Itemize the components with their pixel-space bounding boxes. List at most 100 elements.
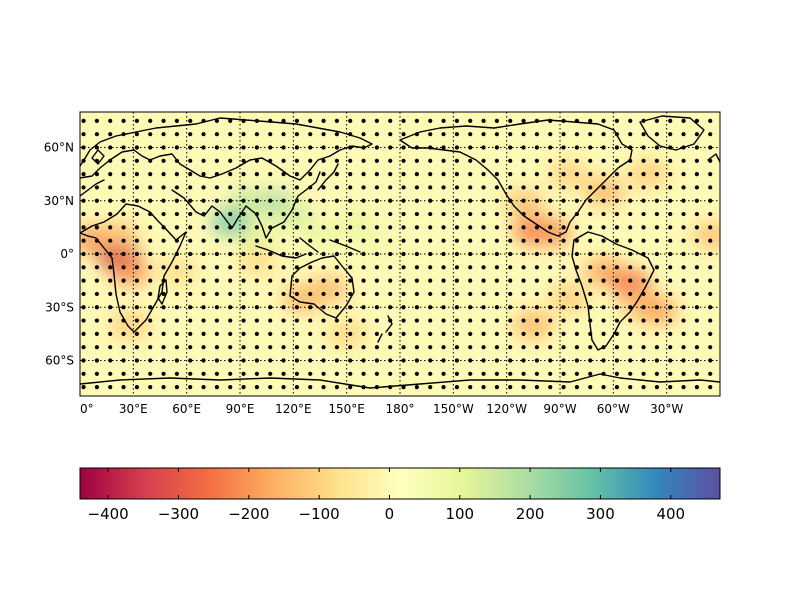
stipple-dot — [468, 385, 473, 390]
stipple-dot — [668, 385, 673, 390]
stipple-dot — [174, 238, 179, 243]
stipple-dot — [508, 172, 513, 177]
stipple-dot — [481, 225, 486, 230]
stipple-dot — [508, 198, 513, 203]
stipple-dot — [454, 278, 459, 283]
stipple-dot — [188, 132, 193, 137]
stipple-dot — [108, 225, 113, 230]
stipple-dot — [508, 185, 513, 190]
stipple-dot — [668, 185, 673, 190]
stipple-dot — [628, 238, 633, 243]
stipple-dot — [148, 132, 153, 137]
anomaly-region — [157, 257, 198, 286]
stipple-dot — [654, 278, 659, 283]
colorbar-tick-label: −400 — [88, 505, 129, 523]
stipple-dot — [628, 331, 633, 336]
stipple-dot — [454, 251, 459, 257]
stipple-dot — [481, 331, 486, 336]
stipple-dot — [214, 305, 219, 310]
stipple-dot — [601, 278, 606, 283]
stipple-dot — [134, 318, 139, 323]
stipple-dot — [681, 251, 686, 257]
map-panel: 60°N 30°N 0° 30°S 60°S 0° 30°E 60°E 90°E 120°E 15… — [44, 111, 721, 416]
stipple-dot — [508, 211, 513, 217]
stipple-dot — [361, 172, 366, 177]
stipple-dot — [628, 132, 633, 137]
stipple-dot — [268, 225, 273, 230]
stipple-dot — [534, 331, 539, 336]
stipple-dot — [268, 198, 273, 203]
stipple-dot — [534, 211, 539, 217]
stipple-dot — [441, 371, 446, 376]
stipple-dot — [361, 265, 366, 270]
stipple-dot — [548, 305, 553, 310]
stipple-dot — [81, 132, 86, 137]
stipple-dot — [161, 172, 166, 177]
stipple-dot — [348, 132, 353, 137]
stipple-dot — [161, 251, 166, 257]
colorbar-gradient — [79, 467, 721, 500]
stipple-dot — [708, 278, 713, 283]
stipple-dot — [641, 145, 646, 150]
stipple-dot — [134, 185, 139, 190]
stipple-dot — [308, 371, 313, 376]
stipple-dot — [188, 158, 193, 163]
stipple-dot — [614, 238, 619, 243]
stipple-dot — [561, 185, 566, 190]
stipple-dot — [281, 158, 286, 163]
stipple-dot — [601, 158, 606, 163]
stipple-dot — [614, 185, 619, 190]
stipple-dot — [454, 345, 459, 350]
stipple-dot — [161, 238, 166, 243]
stipple-dot — [468, 251, 473, 257]
stipple-dot — [668, 158, 673, 163]
stipple-dot — [148, 211, 153, 217]
stipple-dot — [321, 318, 326, 323]
stipple-dot — [641, 318, 646, 323]
stipple-dot — [708, 358, 713, 363]
stipple-dot — [534, 251, 539, 257]
stipple-dot — [508, 371, 513, 376]
stipple-dot — [321, 265, 326, 270]
stipple-dot — [468, 198, 473, 203]
stipple-dot — [588, 371, 593, 376]
stipple-dot — [681, 358, 686, 363]
stipple-dot — [414, 238, 419, 243]
stipple-dot — [161, 185, 166, 190]
stipple-dot — [94, 145, 99, 150]
stipple-dot — [308, 185, 313, 190]
stipple-dot — [428, 265, 433, 270]
stipple-dot — [294, 345, 299, 350]
stipple-dot — [708, 345, 713, 350]
stipple-dot — [214, 158, 219, 163]
stipple-dot — [188, 225, 193, 230]
stipple-dot — [468, 331, 473, 336]
stipple-dot — [201, 238, 206, 243]
stipple-dot — [468, 345, 473, 350]
stipple-dot — [228, 251, 233, 257]
stipple-dot — [441, 145, 446, 150]
colorbar-tick-label: −100 — [299, 505, 340, 523]
stipple-dot — [81, 172, 86, 177]
stipple-dot — [401, 185, 406, 190]
stipple-dot — [494, 291, 499, 297]
stipple-dot — [108, 331, 113, 336]
stipple-dot — [361, 331, 366, 336]
stipple-dot — [294, 265, 299, 270]
stipple-dot — [454, 132, 459, 137]
stipple-dot — [614, 345, 619, 350]
stipple-dot — [428, 358, 433, 363]
stipple-dot — [281, 132, 286, 137]
stipple-dot — [374, 238, 379, 243]
stipple-dot — [81, 291, 86, 297]
stipple-dot — [508, 132, 513, 137]
stipple-dot — [601, 331, 606, 336]
stipple-dot — [494, 358, 499, 363]
stipple-dot — [161, 358, 166, 363]
stipple-dot — [601, 305, 606, 310]
stipple-dot — [81, 371, 86, 376]
anomaly-region — [308, 275, 349, 304]
stipple-dot — [388, 345, 393, 350]
stipple-dot — [694, 172, 699, 177]
stipple-dot — [268, 305, 273, 310]
